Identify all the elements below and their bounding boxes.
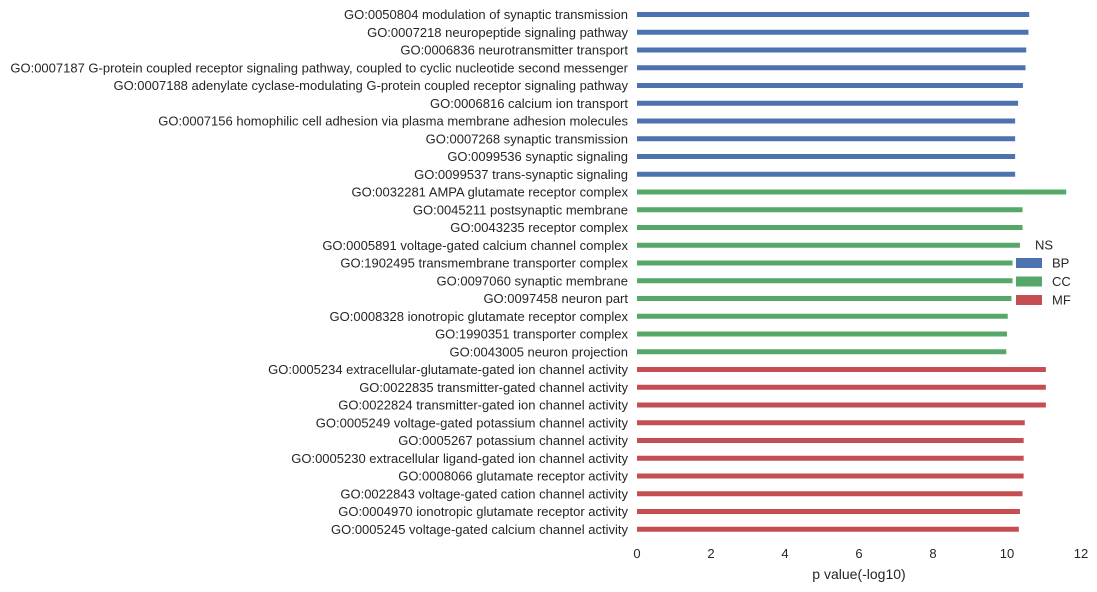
bar-cc <box>637 349 1007 355</box>
category-label: GO:0005230 extracellular ligand-gated io… <box>291 451 628 466</box>
x-axis: 0 2 4 6 8 10 12 <box>633 546 1088 561</box>
bar-mf <box>637 526 1019 532</box>
bar-mf <box>637 455 1024 461</box>
x-tick-label: 10 <box>1000 546 1014 561</box>
bar-mf <box>637 473 1024 479</box>
bar-cc <box>637 225 1023 230</box>
bar-bp <box>637 83 1023 88</box>
category-label: GO:0008328 ionotropic glutamate receptor… <box>330 309 629 324</box>
bar-bp <box>637 171 1016 177</box>
x-tick-label: 8 <box>929 546 936 561</box>
x-axis-label: p value(-log10) <box>812 566 905 582</box>
bar-cc <box>637 313 1008 319</box>
bar-bp <box>637 12 1030 17</box>
x-tick-label: 4 <box>781 546 788 561</box>
bar-cc <box>637 207 1023 213</box>
bar-cc <box>637 331 1007 337</box>
bar-bp <box>637 29 1029 35</box>
category-labels: GO:0050804 modulation of synaptic transm… <box>10 7 628 537</box>
legend-title: NS <box>1035 238 1053 253</box>
legend-label-cc: CC <box>1052 274 1071 289</box>
bar-mf <box>637 491 1023 497</box>
x-tick-label: 0 <box>633 546 640 561</box>
category-label: GO:0032281 AMPA glutamate receptor compl… <box>351 185 628 200</box>
x-tick-label: 12 <box>1074 546 1088 561</box>
bar-mf <box>637 509 1020 514</box>
legend-label-mf: MF <box>1052 293 1071 308</box>
bar-bp <box>637 118 1016 124</box>
bar-bp <box>637 65 1026 71</box>
category-label: GO:0022824 transmitter-gated ion channel… <box>338 398 628 413</box>
category-label: GO:0022843 voltage-gated cation channel … <box>340 486 628 501</box>
bar-cc <box>637 296 1012 301</box>
legend-swatch-bp <box>1016 258 1042 268</box>
category-label: GO:1902495 transmembrane transporter com… <box>340 256 628 271</box>
category-label: GO:0005245 voltage-gated calcium channel… <box>331 522 629 537</box>
category-label: GO:0007268 synaptic transmission <box>426 131 628 146</box>
category-label: GO:0005234 extracellular-glutamate-gated… <box>268 362 628 377</box>
category-label: GO:0097458 neuron part <box>483 291 628 306</box>
bar-mf <box>637 420 1025 426</box>
bar-cc <box>637 242 1020 248</box>
category-label: GO:0005891 voltage-gated calcium channel… <box>322 238 628 253</box>
category-label: GO:0005249 voltage-gated potassium chann… <box>316 415 629 430</box>
category-label: GO:0005267 potassium channel activity <box>398 433 628 448</box>
category-label: GO:0099536 synaptic signaling <box>447 149 628 164</box>
legend: NS BP CC MF <box>1016 238 1071 308</box>
bar-cc <box>637 278 1013 284</box>
category-label: GO:0008066 glutamate receptor activity <box>398 469 628 484</box>
category-label: GO:0045211 postsynaptic membrane <box>413 202 628 217</box>
category-label: GO:0097060 synaptic membrane <box>437 273 629 288</box>
category-label: GO:0007188 adenylate cyclase-modulating … <box>113 78 628 93</box>
bar-mf <box>637 402 1046 408</box>
bar-cc <box>637 260 1013 266</box>
category-label: GO:0007218 neuropeptide signaling pathwa… <box>367 25 628 40</box>
bar-bp <box>637 154 1016 159</box>
category-label: GO:1990351 transporter complex <box>435 327 628 342</box>
bar-cc <box>637 189 1067 195</box>
category-label: GO:0050804 modulation of synaptic transm… <box>344 7 628 22</box>
x-tick-label: 2 <box>707 546 714 561</box>
legend-label-bp: BP <box>1052 256 1069 271</box>
category-label: GO:0006836 neurotransmitter transport <box>400 43 628 58</box>
category-label: GO:0022835 transmitter-gated channel act… <box>359 380 628 395</box>
bar-mf <box>637 384 1046 390</box>
category-label: GO:0007156 homophilic cell adhesion via … <box>158 114 628 129</box>
category-label: GO:0004970 ionotropic glutamate receptor… <box>338 504 628 519</box>
category-label: GO:0099537 trans-synaptic signaling <box>414 167 628 182</box>
category-label: GO:0043005 neuron projection <box>449 344 628 359</box>
legend-swatch-mf <box>1016 295 1042 305</box>
bar-mf <box>637 367 1046 372</box>
bar-mf <box>637 438 1024 443</box>
x-tick-label: 6 <box>855 546 862 561</box>
legend-swatch-cc <box>1016 276 1042 287</box>
bars-layer <box>637 12 1067 532</box>
category-label: GO:0007187 G-protein coupled receptor si… <box>10 60 628 75</box>
category-label: GO:0006816 calcium ion transport <box>430 96 628 111</box>
bar-bp <box>637 47 1027 53</box>
category-label: GO:0043235 receptor complex <box>450 220 628 235</box>
bar-bp <box>637 136 1016 142</box>
bar-bp <box>637 100 1019 106</box>
